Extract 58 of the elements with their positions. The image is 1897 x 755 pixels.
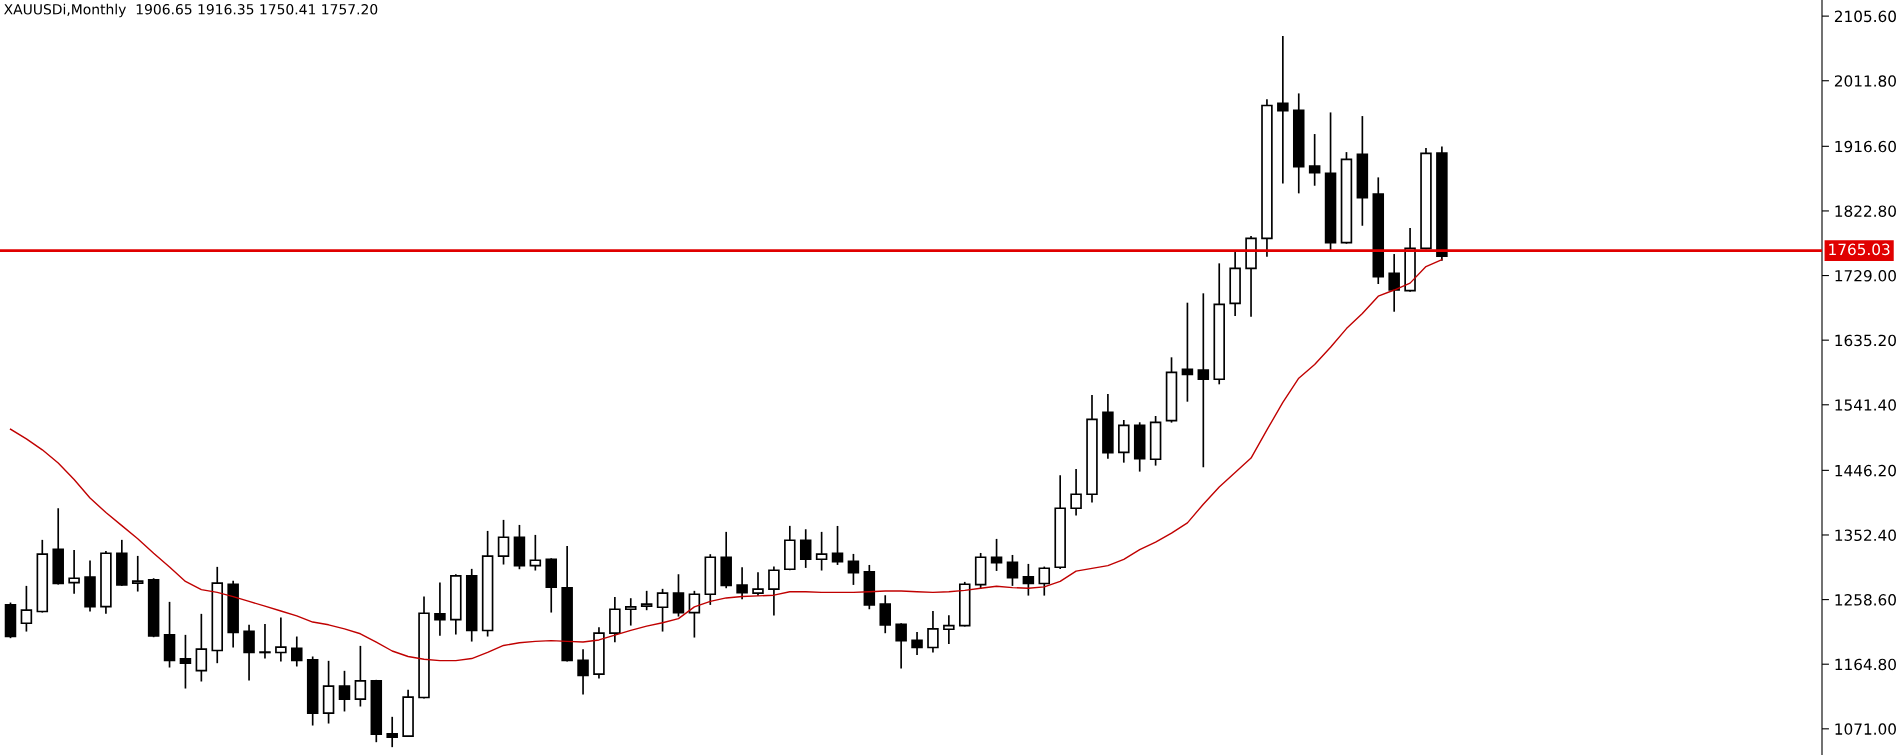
candlestick (529, 534, 542, 572)
candlestick (927, 610, 939, 654)
candlestick (577, 648, 589, 696)
y-tick-label: 1071.00 (1835, 723, 1896, 735)
candlestick (640, 590, 653, 612)
ref-line-label: 1765.03 (1829, 243, 1890, 256)
candlestick (1181, 301, 1194, 403)
candlestick (131, 555, 144, 593)
candlestick (434, 581, 446, 637)
candlestick (736, 566, 748, 601)
candlestick (879, 594, 892, 635)
candlestick (799, 528, 812, 569)
candlestick (497, 519, 510, 566)
candlestick (386, 716, 398, 748)
candlestick (1197, 292, 1210, 469)
candlestick (815, 531, 828, 572)
candlestick (20, 585, 33, 633)
candlestick (609, 596, 621, 643)
candlestick (291, 635, 303, 668)
candlestick (895, 622, 907, 670)
candlestick (831, 525, 844, 566)
candlestick (1022, 563, 1035, 597)
candlestick (1006, 554, 1019, 587)
y-tick-label: 1916.60 (1835, 140, 1896, 153)
candlestick (943, 614, 955, 645)
y-tick-label: 1635.20 (1835, 334, 1896, 347)
y-tick-label: 2011.80 (1834, 75, 1896, 87)
candlestick (243, 624, 255, 682)
candlestick (1277, 35, 1289, 185)
candlestick (338, 669, 351, 713)
candlestick (275, 616, 287, 663)
candlestick (768, 565, 780, 617)
candlestick (68, 549, 80, 595)
candlestick (195, 613, 208, 683)
y-tick-label: 1164.80 (1835, 658, 1896, 671)
candlestick (625, 597, 637, 627)
candlestick (1388, 253, 1400, 313)
y-tick-label: 1729.00 (1835, 270, 1896, 282)
chart-title: XAUUSDi,Monthly 1906.65 1916.35 1750.41 1757.20 (4, 3, 378, 18)
candlestick (911, 631, 923, 656)
candlestick (990, 538, 1003, 572)
y-tick-label: 1822.80 (1835, 205, 1896, 217)
candlestick (656, 588, 669, 633)
candlestick (354, 645, 367, 708)
candlestick (1070, 468, 1082, 517)
candlestick (1038, 565, 1051, 597)
candlestick (1308, 133, 1321, 187)
candlestick (752, 571, 764, 597)
y-tick-label: 1258.60 (1835, 594, 1896, 606)
candlestick (179, 634, 192, 690)
y-tick-label: 1446.20 (1835, 464, 1896, 477)
candlestick (259, 623, 271, 660)
y-tick-label: 2105.60 (1834, 10, 1896, 23)
y-tick-label: 1352.40 (1835, 529, 1896, 541)
candlestick (847, 553, 860, 586)
y-tick-label: 1541.40 (1835, 399, 1896, 411)
candlestick (672, 573, 685, 618)
line-series (9, 259, 1443, 662)
